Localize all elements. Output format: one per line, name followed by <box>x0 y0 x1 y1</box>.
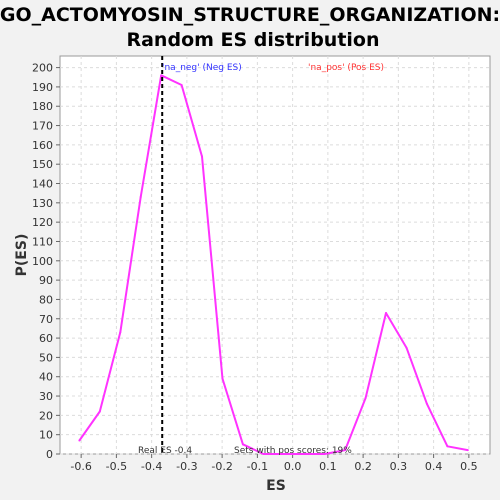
data-point <box>303 453 306 455</box>
x-tick-label: -0.5 <box>106 460 127 473</box>
y-axis: 0 10 20 30 40 50 60 70 80 90 100 110 120 130 140 150 160… <box>32 62 60 461</box>
y-tick-label: 80 <box>39 293 53 306</box>
pos-es-label: 'na_pos' (Pos ES) <box>308 63 384 73</box>
data-point <box>119 331 122 334</box>
y-tick-label: 110 <box>32 235 53 248</box>
data-point <box>323 453 326 455</box>
data-point <box>262 453 265 455</box>
y-tick-label: 150 <box>32 158 53 171</box>
pos-scores-label: Sets with pos scores: 19% <box>234 446 352 456</box>
data-point <box>180 83 183 86</box>
y-tick-label: 10 <box>39 429 53 442</box>
y-tick-label: 40 <box>39 371 53 384</box>
x-tick-label: 0.3 <box>390 460 408 473</box>
y-tick-label: 70 <box>39 313 53 326</box>
data-point <box>425 402 428 405</box>
y-tick-label: 0 <box>46 448 53 461</box>
y-tick-label: 100 <box>32 255 53 268</box>
y-tick-label: 160 <box>32 139 53 152</box>
data-point <box>221 377 224 380</box>
data-point <box>364 396 367 399</box>
x-tick-label: -0.6 <box>70 460 91 473</box>
data-point <box>98 410 101 413</box>
y-tick-label: 190 <box>32 81 53 94</box>
data-point <box>385 311 388 314</box>
y-tick-label: 130 <box>32 197 53 210</box>
data-point <box>282 453 285 455</box>
data-point <box>405 346 408 349</box>
y-tick-label: 20 <box>39 409 53 422</box>
y-tick-label: 120 <box>32 216 53 229</box>
x-tick-label: 0.1 <box>319 460 337 473</box>
y-tick-label: 180 <box>32 100 53 113</box>
x-axis-label: ES <box>266 478 286 494</box>
data-point <box>139 196 142 199</box>
real-es-label: Real ES -0.4 <box>138 446 192 456</box>
y-tick-label: 170 <box>32 120 53 133</box>
data-point <box>201 155 204 158</box>
data-point <box>344 449 347 452</box>
chart-title-line1: GO_ACTOMYOSIN_STRUCTURE_ORGANIZATION: <box>0 4 500 26</box>
y-tick-label: 30 <box>39 390 53 403</box>
x-tick-label: -0.3 <box>176 460 197 473</box>
y-tick-label: 60 <box>39 332 53 345</box>
y-tick-label: 140 <box>32 178 53 191</box>
x-tick-label: -0.1 <box>247 460 268 473</box>
x-tick-label: -0.2 <box>211 460 232 473</box>
chart-title-line2: Random ES distribution <box>126 29 379 51</box>
grid-lines <box>60 56 490 455</box>
data-point <box>78 439 81 442</box>
y-axis-label: P(ES) <box>14 234 30 277</box>
x-tick-label: 0.2 <box>354 460 372 473</box>
x-tick-label: 0.5 <box>460 460 478 473</box>
data-point <box>466 449 469 452</box>
neg-es-label: 'na_neg' (Neg ES) <box>162 63 242 73</box>
x-axis: -0.6 -0.5 -0.4 -0.3 -0.2 -0.1 0.0 0.1 0.2 0.3 0.4 0… <box>70 454 478 473</box>
y-tick-label: 50 <box>39 351 53 364</box>
data-point <box>446 445 449 448</box>
y-tick-label: 90 <box>39 274 53 287</box>
x-tick-label: 0.0 <box>284 460 302 473</box>
data-point <box>160 74 163 77</box>
y-tick-label: 200 <box>32 62 53 75</box>
series-line <box>78 74 468 455</box>
x-tick-label: 0.4 <box>425 460 443 473</box>
series-layer <box>78 74 469 455</box>
plot-area <box>59 55 491 455</box>
x-tick-label: -0.4 <box>141 460 162 473</box>
data-point <box>241 443 244 446</box>
